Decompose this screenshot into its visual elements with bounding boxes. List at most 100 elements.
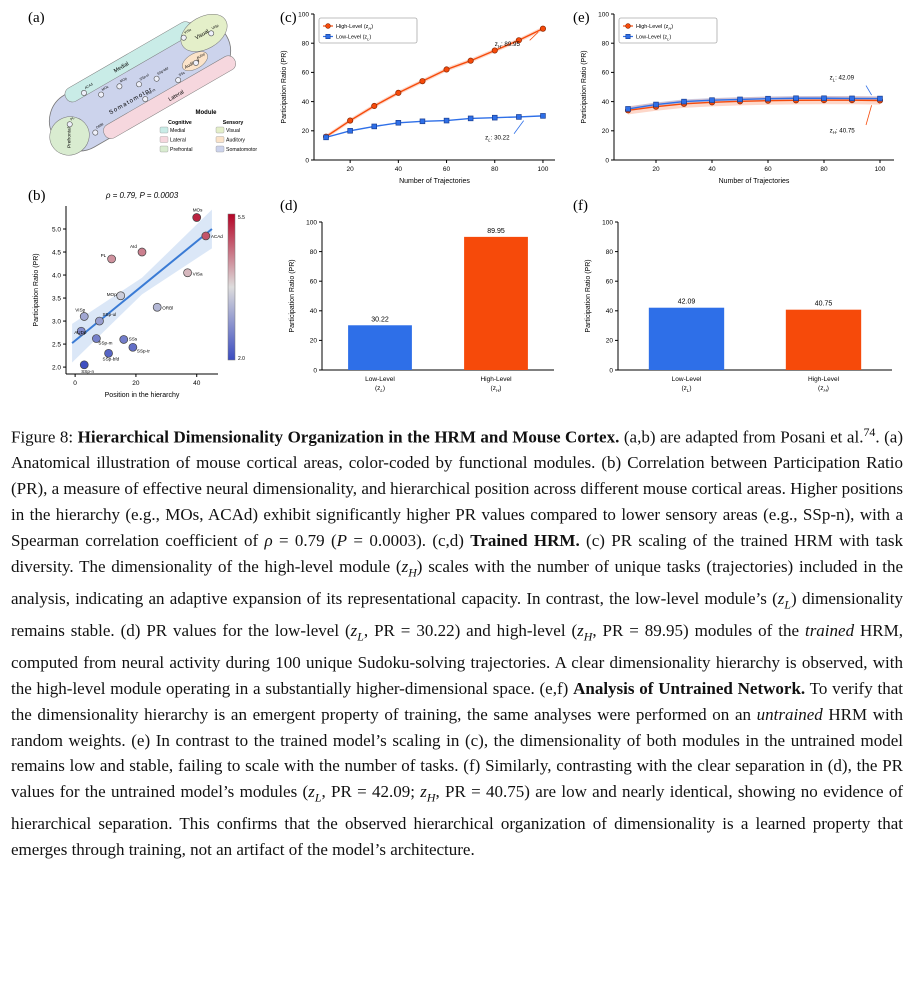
bar <box>348 325 412 370</box>
module-legend-group: Cognitive <box>168 120 192 126</box>
point-label: AUDp <box>74 330 87 335</box>
data-point <box>467 57 474 64</box>
caption-segment: z <box>401 556 409 576</box>
panel-label-d: (d) <box>280 198 298 214</box>
colorbar-min-label: 2.0 <box>238 356 245 362</box>
legend-marker <box>625 33 631 39</box>
x-axis-label: Number of Trajectories <box>399 178 470 185</box>
y-axis-label: Participation Ratio (PR) <box>289 259 296 332</box>
module-legend-label: Visual <box>226 128 240 134</box>
point-label: SSp-n <box>81 369 94 374</box>
caption-segment: z <box>308 782 315 802</box>
figure-caption: Figure 8: Hierarchical Dimensionality Or… <box>11 420 903 863</box>
point-label: SSp-bfd <box>103 356 120 361</box>
data-point <box>347 117 354 124</box>
legend-marker <box>325 23 331 29</box>
y-tick-label: 20 <box>602 128 610 135</box>
annotation: zL: 30.22 <box>485 135 510 143</box>
bar <box>464 236 528 370</box>
data-point <box>79 360 89 370</box>
caption-segment: L <box>357 629 364 644</box>
y-tick-label: 4.5 <box>52 249 61 256</box>
category-label: (zH) <box>818 385 829 393</box>
category-label: High-Level <box>808 376 840 383</box>
cortical-area-label: MOs <box>101 85 109 92</box>
region-label: Prefrontal <box>67 127 73 148</box>
point-label: ORBl <box>162 305 173 310</box>
x-tick-label: 60 <box>764 166 772 173</box>
legend-label: Low-Level (zL) <box>336 35 371 42</box>
data-point <box>92 334 101 343</box>
error-band <box>326 26 543 139</box>
point-label: ACAd <box>211 234 223 239</box>
y-tick-label: 5.0 <box>52 226 61 233</box>
y-tick-label: 20 <box>302 128 310 135</box>
y-tick-label: 100 <box>598 11 609 18</box>
x-tick-label: 100 <box>875 166 886 173</box>
caption-segment: ρ <box>264 530 273 550</box>
bar <box>785 309 862 370</box>
data-point <box>395 89 402 96</box>
y-tick-label: 80 <box>606 249 614 256</box>
legend-label: High-Level (zH) <box>336 24 373 31</box>
module-legend-swatch <box>159 136 169 143</box>
x-tick-label: 80 <box>491 166 499 173</box>
region-visual <box>180 13 228 52</box>
cortical-area-dot <box>116 83 123 90</box>
caption-segment: = 0.0003). (c,d) <box>347 530 471 550</box>
cortical-area-label: MOp <box>119 76 127 83</box>
cortical-area-dot <box>208 30 215 37</box>
module-legend-swatch <box>159 145 169 153</box>
caption-segment: P <box>336 530 348 550</box>
point-label: MOp <box>107 292 117 297</box>
series-line <box>627 97 881 110</box>
data-point <box>467 115 474 122</box>
data-point <box>737 96 743 103</box>
panel-label-a: (a) <box>28 10 45 26</box>
x-tick-label: 80 <box>820 166 828 173</box>
y-tick-label: 3.0 <box>52 318 61 325</box>
category-label: High-Level <box>480 376 512 383</box>
cortical-area-dot <box>180 34 187 41</box>
category-label: (zL) <box>375 385 385 393</box>
caption-segment: z <box>350 621 358 641</box>
category-label: (zL) <box>681 385 691 393</box>
y-tick-label: 100 <box>298 11 309 18</box>
cortical-area-dot <box>136 81 142 88</box>
data-point <box>371 102 378 110</box>
series-line <box>325 28 544 138</box>
module-legend-swatch <box>215 126 225 134</box>
category-label: Low-Level <box>672 376 702 383</box>
data-point <box>515 37 522 44</box>
y-tick-label: 40 <box>606 308 614 315</box>
point-label: VISp <box>75 307 85 312</box>
data-point <box>76 326 86 336</box>
module-legend-swatch <box>215 145 225 153</box>
caption-segment: 74 <box>863 425 876 439</box>
cortical-area-dot <box>98 91 104 98</box>
caption-segment: HRM, computed from neural activity durin… <box>11 621 903 698</box>
caption-segment: Analysis of Untrained Network. <box>573 679 806 698</box>
panel-label-e: (e) <box>573 10 590 26</box>
x-tick-label: 60 <box>443 166 451 173</box>
cortical-area-label: VISa <box>184 28 192 35</box>
caption-segment: L <box>784 597 792 612</box>
cortical-area-label: AUDp <box>196 52 206 60</box>
y-axis-label: Participation Ratio (PR) <box>585 259 592 332</box>
data-point <box>95 316 104 326</box>
module-legend-title: Module <box>196 110 218 116</box>
trained-pr-scaling-panel: 0 20 40 60 80 100 20 40 60 80 100 Number of Traject… <box>281 11 555 185</box>
caption-segment: z <box>420 782 427 802</box>
data-point <box>491 47 498 54</box>
y-tick-label: 0 <box>609 367 613 374</box>
annotation-arrow <box>865 85 872 96</box>
caption-segment: , PR = 40.75) are low and nearly identic… <box>11 782 903 860</box>
data-point <box>79 312 89 321</box>
annotation-arrow <box>513 120 524 134</box>
module-legend-label: Auditory <box>226 138 245 144</box>
y-tick-label: 4.0 <box>52 272 61 279</box>
caption-segment: ) scales with the number of unique tasks… <box>11 556 903 608</box>
data-point <box>539 25 547 32</box>
data-point <box>395 120 402 126</box>
annotation: zH: 40.75 <box>830 127 856 135</box>
